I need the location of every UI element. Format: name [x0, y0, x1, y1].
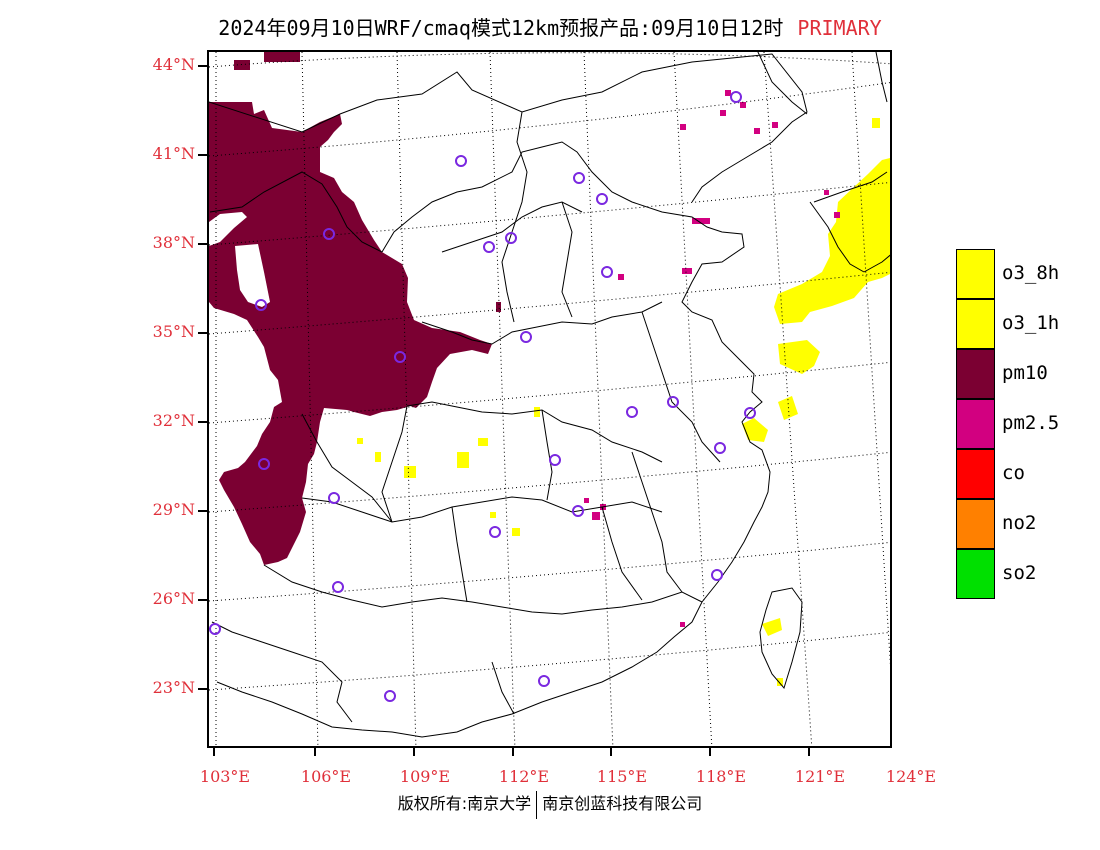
lat-label-26: 26°N [152, 589, 195, 608]
lon-label-112: 112°E [498, 767, 550, 786]
lon-tick [213, 748, 215, 756]
lat-tick [198, 688, 207, 690]
map-title-main: 2024年09月10日WRF/cmaq模式12km预报产品:09月10日12时 [218, 16, 784, 40]
lon-tick [610, 748, 612, 756]
legend-label: co [1002, 462, 1025, 484]
lon-tick [512, 748, 514, 756]
lat-label-23: 23°N [152, 678, 195, 697]
legend-swatch [956, 299, 995, 349]
lon-label-124: 124°E [885, 767, 937, 786]
legend-label: pm10 [1002, 362, 1048, 384]
legend-label: so2 [1002, 562, 1037, 584]
legend-swatch [956, 399, 995, 449]
lat-tick [198, 154, 207, 156]
footer-divider [536, 790, 538, 819]
lon-tick [413, 748, 415, 756]
legend-swatch [956, 549, 995, 599]
copyright-right: 南京创蓝科技有限公司 [542, 794, 703, 813]
lon-tick [709, 748, 711, 756]
map-canvas [209, 52, 890, 746]
legend-swatch [956, 349, 995, 399]
lat-tick [198, 65, 207, 67]
legend-label: o3_1h [1002, 312, 1060, 334]
boundaries [209, 52, 890, 738]
lat-tick [198, 421, 207, 423]
forecast-map[interactable] [207, 50, 892, 748]
lat-tick [198, 599, 207, 601]
lat-label-41: 41°N [152, 144, 195, 163]
graticule [209, 52, 890, 746]
lon-tick [314, 748, 316, 756]
copyright-footer: 版权所有:南京大学 南京创蓝科技有限公司 [0, 790, 1100, 819]
legend-swatch [956, 249, 995, 299]
lat-label-38: 38°N [152, 233, 195, 252]
map-title: 2024年09月10日WRF/cmaq模式12km预报产品:09月10日12时 P… [0, 12, 1100, 41]
legend-label: no2 [1002, 512, 1037, 534]
lat-tick [198, 243, 207, 245]
lon-label-106: 106°E [300, 767, 352, 786]
lon-label-121: 121°E [794, 767, 846, 786]
lon-label-115: 115°E [596, 767, 648, 786]
lat-tick [198, 332, 207, 334]
lat-label-44: 44°N [152, 55, 195, 74]
lat-label-35: 35°N [152, 322, 195, 341]
legend-label: o3_8h [1002, 262, 1060, 284]
o3-area [357, 118, 890, 686]
lat-label-32: 32°N [152, 411, 195, 430]
lon-label-109: 109°E [399, 767, 451, 786]
pm10-area [209, 52, 501, 565]
primary-label: PRIMARY [797, 16, 882, 40]
monitoring-stations [209, 91, 756, 702]
legend-swatch [956, 499, 995, 549]
lat-tick [198, 510, 207, 512]
lon-label-118: 118°E [695, 767, 747, 786]
legend-label: pm2.5 [1002, 412, 1060, 434]
lon-tick [808, 748, 810, 756]
lon-label-103: 103°E [199, 767, 251, 786]
legend-swatch [956, 449, 995, 499]
pm25-spots [584, 90, 840, 627]
lat-label-29: 29°N [152, 500, 195, 519]
copyright-left: 版权所有:南京大学 [397, 794, 532, 813]
